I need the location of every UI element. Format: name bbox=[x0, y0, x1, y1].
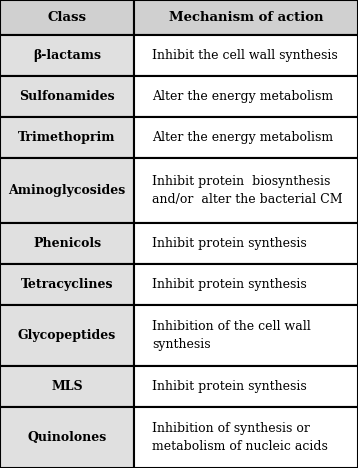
Bar bbox=[0, 158, 134, 223]
Text: Trimethoprim: Trimethoprim bbox=[18, 131, 116, 144]
Bar bbox=[0, 407, 134, 468]
Bar bbox=[134, 223, 358, 264]
Bar bbox=[0, 366, 134, 407]
Text: Inhibit the cell wall synthesis: Inhibit the cell wall synthesis bbox=[152, 49, 338, 62]
Bar bbox=[0, 264, 134, 305]
Bar bbox=[134, 305, 358, 366]
Bar bbox=[134, 366, 358, 407]
Bar bbox=[134, 158, 358, 223]
Bar bbox=[0, 305, 134, 366]
Bar bbox=[134, 0, 358, 35]
Text: Alter the energy metabolism: Alter the energy metabolism bbox=[152, 131, 333, 144]
Bar bbox=[0, 0, 134, 35]
Text: Inhibit protein  biosynthesis
and/or  alter the bacterial CM: Inhibit protein biosynthesis and/or alte… bbox=[152, 175, 343, 206]
Bar bbox=[0, 223, 134, 264]
Bar bbox=[0, 76, 134, 117]
Bar bbox=[134, 76, 358, 117]
Text: Class: Class bbox=[48, 11, 87, 24]
Text: Quinolones: Quinolones bbox=[28, 431, 107, 444]
Bar bbox=[0, 117, 134, 158]
Text: Aminoglycosides: Aminoglycosides bbox=[9, 184, 126, 197]
Text: Mechanism of action: Mechanism of action bbox=[169, 11, 323, 24]
Text: Sulfonamides: Sulfonamides bbox=[19, 90, 115, 103]
Text: Inhibit protein synthesis: Inhibit protein synthesis bbox=[152, 380, 307, 393]
Bar bbox=[134, 264, 358, 305]
Text: MLS: MLS bbox=[51, 380, 83, 393]
Text: Inhibition of synthesis or
metabolism of nucleic acids: Inhibition of synthesis or metabolism of… bbox=[152, 422, 328, 453]
Bar bbox=[134, 117, 358, 158]
Bar bbox=[0, 35, 134, 76]
Text: Alter the energy metabolism: Alter the energy metabolism bbox=[152, 90, 333, 103]
Bar bbox=[134, 407, 358, 468]
Text: Glycopeptides: Glycopeptides bbox=[18, 329, 116, 342]
Text: β-lactams: β-lactams bbox=[33, 49, 101, 62]
Text: Tetracyclines: Tetracyclines bbox=[21, 278, 113, 291]
Text: Phenicols: Phenicols bbox=[33, 237, 101, 250]
Text: Inhibition of the cell wall
synthesis: Inhibition of the cell wall synthesis bbox=[152, 320, 311, 351]
Text: Inhibit protein synthesis: Inhibit protein synthesis bbox=[152, 237, 307, 250]
Text: Inhibit protein synthesis: Inhibit protein synthesis bbox=[152, 278, 307, 291]
Bar bbox=[134, 35, 358, 76]
